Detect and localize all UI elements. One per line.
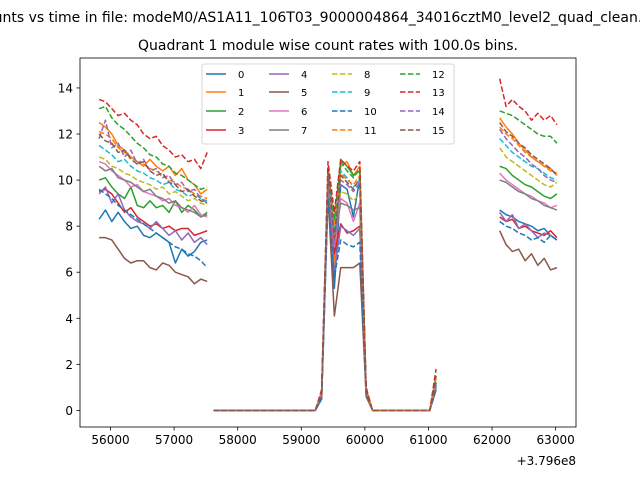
legend-label-2: 2 bbox=[238, 107, 244, 118]
x-tick-label: 58000 bbox=[219, 433, 257, 447]
series-line-3-segment-c bbox=[499, 216, 558, 239]
legend-label-1: 1 bbox=[238, 88, 244, 99]
series-line-13-segment-a bbox=[98, 98, 208, 170]
legend-label-12: 12 bbox=[432, 70, 445, 81]
chart-suptitle: Counts vs time in file: modeM0/AS1A11_10… bbox=[0, 10, 640, 26]
series-line-4-segment-c bbox=[499, 211, 558, 241]
legend-frame bbox=[201, 63, 455, 145]
series-line-15-segment-b bbox=[213, 172, 437, 412]
legend-label-11: 11 bbox=[364, 126, 377, 137]
series-line-7-segment-c bbox=[499, 179, 558, 211]
y-tick-label: 0 bbox=[65, 404, 73, 418]
series-line-4-segment-a bbox=[98, 186, 208, 246]
legend-label-15: 15 bbox=[432, 126, 445, 137]
y-tick-label: 8 bbox=[65, 220, 73, 234]
series-line-1-segment-c bbox=[499, 117, 558, 176]
x-offset-label: +3.796e8 bbox=[517, 454, 576, 468]
y-tick-label: 12 bbox=[58, 128, 73, 142]
legend-label-7: 7 bbox=[301, 126, 307, 137]
series-line-8-segment-a bbox=[98, 156, 208, 207]
y-tick-label: 10 bbox=[58, 174, 73, 188]
legend-label-9: 9 bbox=[364, 88, 370, 99]
legend-label-8: 8 bbox=[364, 70, 370, 81]
y-tick-label: 2 bbox=[65, 358, 73, 372]
series-line-0-segment-c bbox=[499, 209, 558, 241]
series-line-7-segment-a bbox=[98, 165, 208, 218]
legend-label-10: 10 bbox=[364, 107, 377, 118]
y-tick-label: 14 bbox=[58, 81, 73, 95]
x-tick-label: 63000 bbox=[537, 433, 575, 447]
x-tick-label: 56000 bbox=[91, 433, 129, 447]
series-line-12-segment-a bbox=[98, 105, 208, 191]
series-line-11-segment-c bbox=[499, 126, 558, 174]
chart-title: Quadrant 1 module wise count rates with … bbox=[138, 38, 518, 54]
y-tick-label: 4 bbox=[65, 312, 73, 326]
series-line-2-segment-a bbox=[98, 177, 208, 218]
series-line-9-segment-a bbox=[98, 144, 208, 202]
legend-label-5: 5 bbox=[301, 88, 307, 99]
x-tick-label: 62000 bbox=[473, 433, 511, 447]
y-tick-label: 6 bbox=[65, 266, 73, 280]
series-line-15-segment-c bbox=[499, 122, 558, 176]
series-line-6-segment-c bbox=[499, 172, 558, 209]
series-line-0-segment-a bbox=[98, 209, 208, 264]
series-line-2-segment-c bbox=[499, 165, 558, 200]
plot-area bbox=[98, 78, 558, 412]
series-line-15-segment-a bbox=[98, 133, 208, 204]
legend-label-6: 6 bbox=[301, 107, 307, 118]
series-line-13-segment-c bbox=[498, 78, 558, 126]
axes-frame bbox=[79, 57, 577, 428]
legend-label-3: 3 bbox=[238, 126, 244, 137]
legend-label-13: 13 bbox=[432, 88, 445, 99]
axes: 56000 57000 58000 59000 60000 61000 62000 63000… bbox=[58, 57, 577, 447]
x-tick-label: 60000 bbox=[346, 433, 384, 447]
series-line-5-segment-a bbox=[99, 236, 208, 285]
legend-label-4: 4 bbox=[301, 70, 307, 81]
legend-label-14: 14 bbox=[432, 107, 445, 118]
x-tick-label: 57000 bbox=[155, 433, 193, 447]
series-line-12-segment-c bbox=[499, 110, 558, 144]
series-line-5-segment-c bbox=[499, 230, 558, 271]
x-tick-label: 59000 bbox=[282, 433, 320, 447]
series-line-14-segment-c bbox=[499, 128, 558, 184]
legend-label-0: 0 bbox=[238, 70, 244, 81]
series-line-14-segment-a bbox=[98, 119, 208, 204]
series-line-10-segment-a bbox=[98, 188, 208, 269]
series-line-10-segment-c bbox=[499, 220, 558, 244]
x-tick-label: 61000 bbox=[409, 433, 447, 447]
